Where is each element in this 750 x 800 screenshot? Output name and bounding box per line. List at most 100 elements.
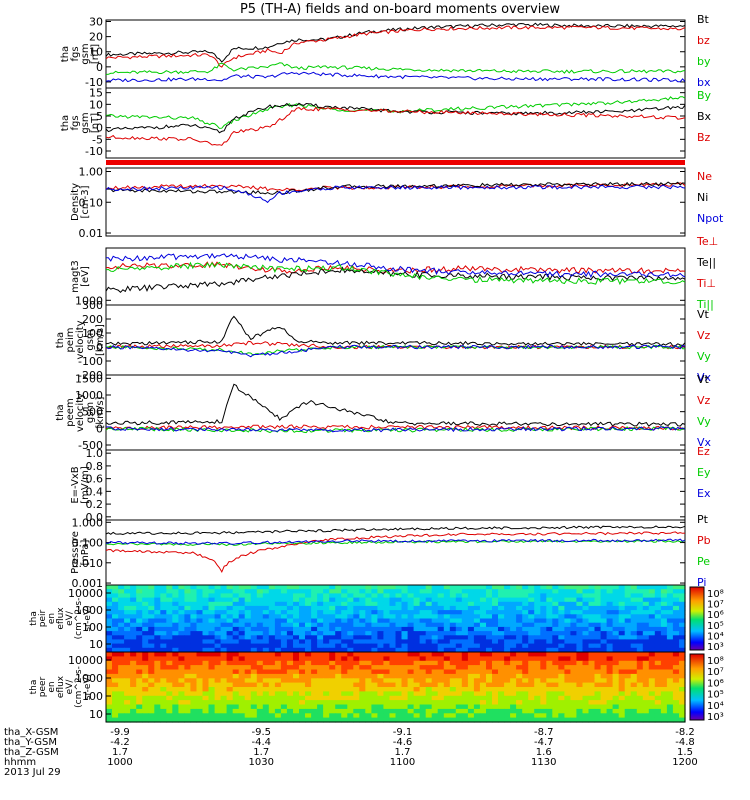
spectrogram-cell xyxy=(395,704,403,710)
spectrogram-cell xyxy=(467,601,475,607)
spectrogram-cell xyxy=(648,660,656,666)
spectrogram-cell xyxy=(214,660,222,666)
spectrogram-cell xyxy=(124,708,131,714)
spectrogram-cell xyxy=(455,700,463,706)
spectrogram-cell xyxy=(311,643,318,649)
spectrogram-cell xyxy=(618,589,626,594)
spectrogram-cell xyxy=(335,643,342,649)
spectrogram-cell xyxy=(648,647,656,653)
spectrogram-cell xyxy=(606,665,614,671)
spectrogram-cell xyxy=(504,605,511,611)
spectrogram-cell xyxy=(311,673,318,679)
spectrogram-cell xyxy=(347,614,354,620)
spectrogram-cell xyxy=(473,700,481,706)
spectrogram-cell xyxy=(654,691,662,697)
spectrogram-cell xyxy=(323,708,330,714)
spectrogram-cell xyxy=(473,635,481,641)
spectrogram-cell xyxy=(305,682,312,688)
spectrogram-cell xyxy=(184,589,191,594)
spectrogram-cell xyxy=(498,643,505,649)
spectrogram-cell xyxy=(196,643,204,649)
spectrogram-cell xyxy=(498,614,505,620)
spectrogram-cell xyxy=(208,585,216,590)
y-tick-label: 15 xyxy=(89,87,103,100)
spectrogram-cell xyxy=(504,691,511,697)
spectrogram-cell xyxy=(371,635,378,641)
spectrogram-cell xyxy=(305,626,312,632)
spectrogram-cell xyxy=(256,585,264,590)
spectrogram-cell xyxy=(564,597,571,603)
spectrogram-cell xyxy=(660,708,668,714)
spectrogram-cell xyxy=(504,713,511,719)
spectrogram-cell xyxy=(479,585,487,590)
spectrogram-cell xyxy=(383,704,390,710)
spectrogram-cell xyxy=(666,682,674,688)
spectrogram-cell xyxy=(305,605,312,611)
spectrogram-cell xyxy=(299,585,306,590)
spectrogram-cell xyxy=(166,605,173,611)
y-axis-label: [eV] xyxy=(80,266,91,287)
spectrogram-cell xyxy=(268,691,276,697)
spectrogram-cell xyxy=(630,622,638,628)
spectrogram-cell xyxy=(522,643,529,649)
spectrogram-cell xyxy=(546,631,553,636)
spectrogram-cell xyxy=(413,647,421,653)
spectrogram-cell xyxy=(353,708,360,714)
spectrogram-cell xyxy=(311,647,318,653)
spectrogram-cell xyxy=(498,618,505,624)
spectrogram-cell xyxy=(636,589,644,594)
spectrogram-cell xyxy=(148,708,155,714)
spectrogram-cell xyxy=(166,622,173,628)
spectrogram-cell xyxy=(600,669,608,675)
spectrogram-cell xyxy=(359,652,366,657)
spectrogram-cell xyxy=(594,635,602,641)
spectrogram-cell xyxy=(636,656,644,662)
spectrogram-cell xyxy=(413,673,421,679)
spectrogram-cell xyxy=(359,656,366,662)
spectrogram-cell xyxy=(666,605,674,611)
spectrogram-cell xyxy=(220,597,228,603)
spectrogram-cell xyxy=(274,704,282,710)
spectrogram-cell xyxy=(359,585,366,590)
spectrogram-cell xyxy=(359,618,366,624)
spectrogram-cell xyxy=(431,656,439,662)
spectrogram-cell xyxy=(232,713,240,719)
spectrogram-cell xyxy=(642,652,650,657)
spectrogram-cell xyxy=(594,717,602,723)
spectrogram-cell xyxy=(341,704,348,710)
spectrogram-cell xyxy=(546,695,553,701)
spectrogram-cell xyxy=(510,678,517,684)
spectrogram-cell xyxy=(534,695,541,701)
spectrogram-cell xyxy=(160,708,167,714)
spectrogram-cell xyxy=(262,708,270,714)
spectrogram-cell xyxy=(347,631,354,636)
spectrogram-cell xyxy=(160,717,167,723)
spectrogram-cell xyxy=(214,635,222,641)
spectrogram-cell xyxy=(172,618,179,624)
spectrogram-cell xyxy=(666,717,674,723)
spectrogram-cell xyxy=(600,605,608,611)
spectrogram-cell xyxy=(486,597,493,603)
spectrogram-cell xyxy=(528,660,535,666)
spectrogram-cell xyxy=(323,605,330,611)
spectrogram-cell xyxy=(636,678,644,684)
spectrogram-cell xyxy=(148,614,155,620)
spectrogram-cell xyxy=(455,647,463,653)
spectrogram-cell xyxy=(666,610,674,615)
spectrogram-cell xyxy=(323,618,330,624)
y-axis-label: en xyxy=(47,681,57,692)
spectrogram-cell xyxy=(335,673,342,679)
colorbar-tick-label: 10⁷ xyxy=(707,667,724,678)
spectrogram-cell xyxy=(274,713,282,719)
spectrogram-cell xyxy=(419,593,427,599)
spectrogram-cell xyxy=(473,610,481,615)
spectrogram-cell xyxy=(244,652,252,657)
spectrogram-cell xyxy=(268,643,276,649)
spectrogram-cell xyxy=(618,695,626,701)
legend-entry: Vx xyxy=(697,436,712,449)
spectrogram-cell xyxy=(359,691,366,697)
spectrogram-cell xyxy=(419,639,427,645)
spectrogram-cell xyxy=(347,704,354,710)
spectrogram-cell xyxy=(679,691,686,697)
spectrogram-cell xyxy=(389,597,397,603)
